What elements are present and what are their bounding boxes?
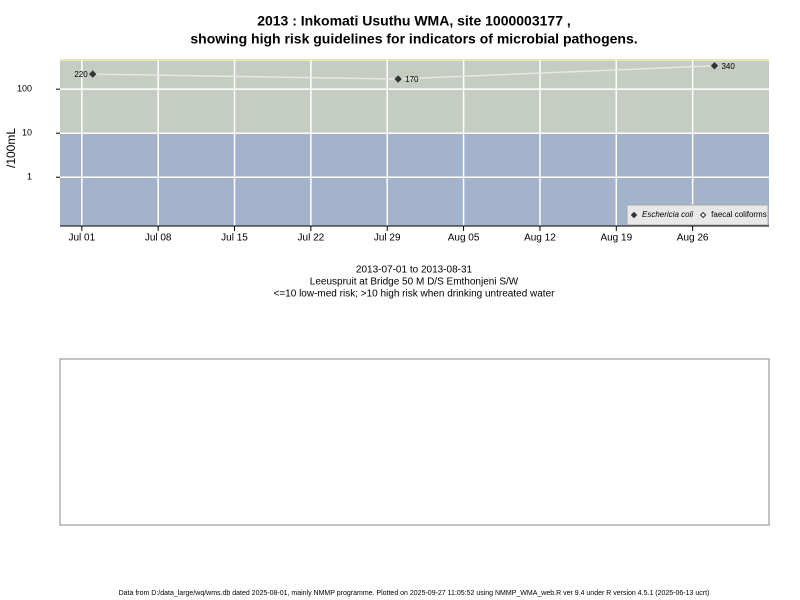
x-tick-label: Jul 15 [221, 233, 248, 244]
legend-box [626, 204, 769, 226]
y-tick-label: 1 [27, 172, 32, 182]
chart-title: showing high risk guidelines for indicat… [190, 31, 637, 47]
point [710, 62, 719, 70]
data-label: 340 [721, 62, 735, 71]
x-tick-label: Jul 29 [374, 233, 401, 244]
chart-title: 2013 : Inkomati Usuthu WMA, site 1000003… [257, 13, 571, 29]
footer: Data from D:/data_large/wq/wms.db dated … [119, 590, 710, 597]
point [89, 70, 97, 78]
x-tick-label: Aug 12 [524, 233, 556, 244]
y-tick-label: 100 [17, 84, 32, 94]
empty-panel [59, 358, 770, 526]
y-axis-label: /100mL [4, 128, 18, 168]
x-tick-label: Aug 05 [448, 233, 480, 244]
x-tick-label: Aug 19 [600, 233, 632, 244]
data-label: 170 [405, 75, 419, 84]
y-tick-label: 10 [22, 128, 32, 138]
legend-label: Eschericia coli [642, 210, 693, 219]
point [394, 75, 402, 83]
note: 2013-07-01 to 2013-08-31 [356, 265, 473, 276]
x-tick-label: Aug 26 [677, 233, 709, 244]
note: <=10 low-med risk; >10 high risk when dr… [274, 289, 556, 300]
legend-marker [630, 211, 638, 219]
x-tick-label: Jul 01 [68, 233, 95, 244]
legend-marker [699, 211, 707, 219]
legend-label: faecal coliforms [711, 210, 767, 219]
note: Leeuspruit at Bridge 50 M D/S Emthonjeni… [310, 277, 519, 288]
x-tick-label: Jul 08 [145, 233, 172, 244]
data-label: 220 [74, 70, 88, 79]
band-high [60, 60, 769, 134]
x-tick-label: Jul 22 [298, 233, 325, 244]
